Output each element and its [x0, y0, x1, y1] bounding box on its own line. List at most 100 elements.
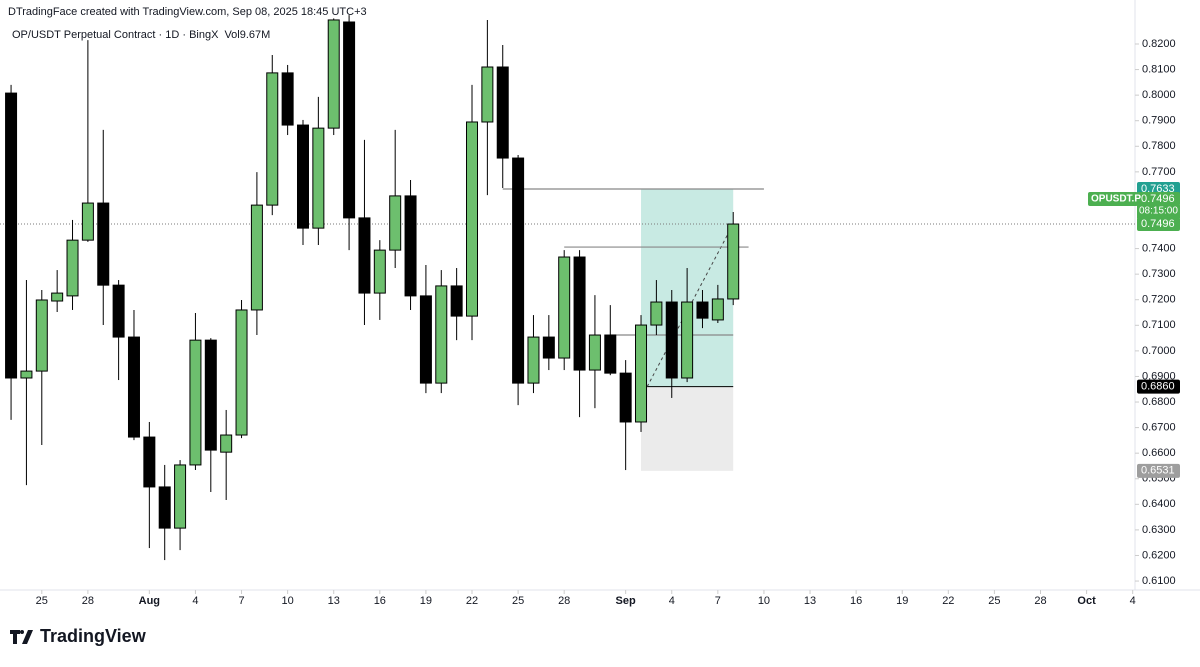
y-tick-label: 0.6100	[1142, 575, 1176, 587]
candle-body	[527, 336, 540, 384]
countdown: 08:15:00	[1139, 206, 1178, 217]
x-tick-label: 19	[420, 595, 432, 607]
candle-body	[373, 249, 386, 294]
x-tick-label: 19	[896, 595, 908, 607]
symbol-label: OPUSDT.P	[1091, 194, 1141, 205]
x-tick-label: Sep	[616, 595, 636, 607]
x-tick-label: 7	[715, 595, 721, 607]
candle-body	[435, 285, 448, 384]
y-tick-label: 0.6300	[1142, 524, 1176, 536]
candle-body	[281, 72, 294, 126]
y-tick-label: 0.6600	[1142, 447, 1176, 459]
candle-body	[5, 92, 18, 379]
candle-body	[419, 295, 432, 384]
candle-body	[696, 301, 709, 319]
candle-body	[20, 370, 33, 379]
x-tick-label: 28	[1034, 595, 1046, 607]
candle-body	[66, 239, 79, 297]
candle-body	[204, 339, 217, 451]
x-tick-label: 16	[374, 595, 386, 607]
candle-body	[727, 223, 740, 300]
y-tick-label: 0.7200	[1142, 294, 1176, 306]
y-tick-label: 0.7700	[1142, 166, 1176, 178]
y-tick-label: 0.7400	[1142, 242, 1176, 254]
candle-body	[711, 298, 724, 321]
candle-body	[681, 301, 694, 379]
y-tick-label: 0.7000	[1142, 345, 1176, 357]
candle-body	[619, 372, 632, 423]
y-tick-label: 0.6200	[1142, 549, 1176, 561]
candle-body	[51, 292, 64, 302]
x-tick-label: 7	[238, 595, 244, 607]
price-marker	[1137, 217, 1180, 232]
x-tick-label: 25	[36, 595, 48, 607]
candle-body	[450, 285, 463, 317]
x-tick-label: 22	[942, 595, 954, 607]
y-tick-label: 0.7300	[1142, 268, 1176, 280]
price-marker-label: 0.7496	[1141, 193, 1175, 205]
candle-body	[496, 66, 509, 159]
x-tick-label: Oct	[1077, 595, 1096, 607]
candle-body	[481, 66, 494, 123]
credit: DTradingFace created with TradingView.co…	[8, 6, 367, 18]
candle-body	[665, 301, 678, 379]
price-marker-label: 0.6531	[1141, 465, 1175, 477]
x-tick-label: 4	[669, 595, 675, 607]
candle-body	[174, 464, 187, 529]
price-marker-label: 0.6860	[1141, 381, 1175, 393]
candle-body	[573, 256, 586, 371]
price-marker-label: 0.7496	[1141, 218, 1175, 230]
candle-body	[189, 339, 202, 466]
candle-body	[389, 195, 402, 251]
candle-body	[588, 334, 601, 371]
y-tick-label: 0.7900	[1142, 115, 1176, 127]
price-marker	[1137, 379, 1180, 394]
brand-logo	[10, 630, 33, 644]
candle-body	[158, 486, 171, 529]
candle-body	[404, 195, 417, 297]
candle-body	[635, 324, 648, 423]
candle-body	[327, 19, 340, 129]
x-tick-label: 4	[1130, 595, 1136, 607]
candle-body	[250, 204, 263, 311]
candle-body	[604, 334, 617, 374]
y-tick-label: 0.6900	[1142, 370, 1176, 382]
candle-body	[358, 217, 371, 294]
y-tick-label: 0.7100	[1142, 319, 1176, 331]
candle-body	[650, 301, 663, 326]
x-tick-label: 22	[466, 595, 478, 607]
x-tick-label: 10	[758, 595, 770, 607]
candle-body	[112, 284, 125, 338]
volume: Vol9.67M	[224, 29, 270, 41]
candle-body	[558, 256, 571, 359]
chart-title: OP/USDT Perpetual Contract · 1D · BingX	[12, 29, 219, 41]
countdown-bg	[1137, 205, 1180, 219]
candle-body	[220, 434, 233, 453]
candle-body	[127, 336, 140, 438]
x-tick-label: 28	[558, 595, 570, 607]
y-tick-label: 0.6800	[1142, 396, 1176, 408]
y-tick-label: 0.6700	[1142, 422, 1176, 434]
candle-body	[512, 157, 525, 384]
candle-body	[343, 21, 356, 219]
brand: TradingView	[40, 626, 147, 646]
x-tick-label: Aug	[139, 595, 160, 607]
candle-body	[542, 336, 555, 359]
x-tick-label: 25	[512, 595, 524, 607]
symbol-bg	[1088, 192, 1138, 207]
candle-body	[143, 436, 156, 488]
x-tick-label: 28	[82, 595, 94, 607]
candle-body	[81, 202, 94, 241]
candle-body	[312, 127, 325, 229]
candle-body	[266, 72, 279, 206]
y-tick-label: 0.7800	[1142, 140, 1176, 152]
candle-body	[35, 299, 48, 372]
x-tick-label: 16	[850, 595, 862, 607]
candle-body	[296, 124, 309, 229]
x-tick-label: 25	[988, 595, 1000, 607]
y-tick-label: 0.8200	[1142, 38, 1176, 50]
price-marker	[1137, 463, 1180, 478]
candle-body	[235, 309, 248, 436]
